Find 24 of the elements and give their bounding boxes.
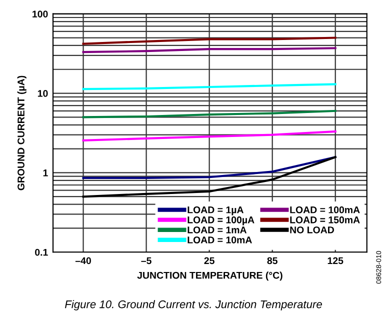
y-tick-label: 1 [43, 170, 48, 176]
y-tick-label: 10 [38, 90, 48, 97]
x-tick-label: –40 [75, 257, 91, 264]
caption: Figure 10. Ground Current vs. Junction Temperature [64, 300, 322, 310]
y-tick-label: 100 [32, 10, 48, 18]
legend-label: LOAD = 100µA [188, 216, 254, 226]
y-tick-label: 0.1 [35, 248, 48, 256]
line-series [82, 130, 336, 142]
legend-label: NO LOAD [290, 226, 334, 234]
x-tick-label: 85 [267, 257, 278, 264]
legend-label: LOAD = 150mA [290, 216, 360, 224]
x-tick-label: –5 [141, 257, 152, 264]
x-tick-label: 25 [204, 257, 214, 264]
line-series [82, 156, 336, 198]
legend-label: LOAD = 10mA [188, 236, 252, 244]
y-axis-title: GROUND CURRENT (µA) [17, 76, 26, 190]
legend-label: LOAD = 1mA [188, 226, 247, 234]
line-series [82, 110, 336, 118]
legend-label: LOAD = 100mA [290, 206, 360, 214]
x-tick-label: 125 [328, 257, 344, 264]
x-axis-title: JUNCTION TEMPERATURE (°C) [137, 272, 282, 281]
legend-label: LOAD = 1µA [188, 206, 244, 216]
line-series [82, 36, 336, 45]
line-series [82, 156, 336, 179]
